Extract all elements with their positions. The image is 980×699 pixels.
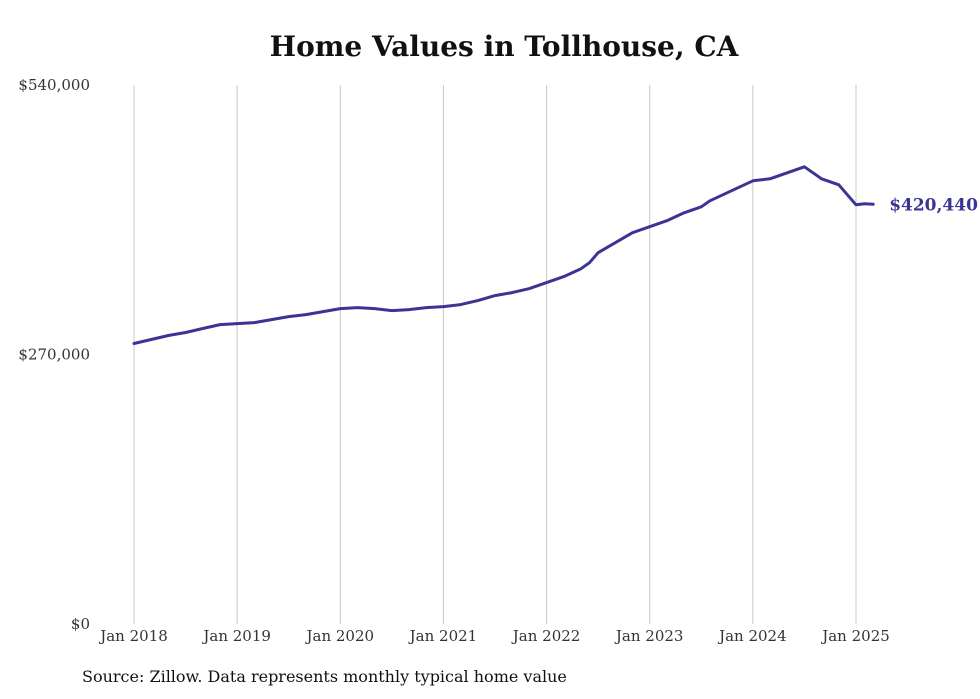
series-line [132,165,875,345]
source-note: Source: Zillow. Data represents monthly … [82,667,567,686]
x-tick-label: Jan 2025 [820,627,890,645]
chart-title: Home Values in Tollhouse, CA [269,30,739,63]
x-tick-label: Jan 2019 [201,627,271,645]
x-gridlines [133,85,857,624]
y-axis-tick-labels: $0 $270,000 $540,000 [18,76,90,633]
x-tick-label: Jan 2021 [408,627,478,645]
x-tick-label: Jan 2020 [305,627,375,645]
x-tick-label: Jan 2022 [511,627,581,645]
x-tick-label: Jan 2018 [98,627,168,645]
end-value-label: $420,440 [889,195,978,215]
x-tick-label: Jan 2024 [717,627,787,645]
x-tick-label: Jan 2023 [614,627,684,645]
series-layer: $420,440 [132,165,978,345]
y-tick-label: $270,000 [18,346,90,364]
y-tick-label: $0 [71,615,90,633]
y-tick-label: $540,000 [18,76,90,94]
x-axis-tick-labels: Jan 2018 Jan 2019 Jan 2020 Jan 2021 Jan 2022… [98,627,890,645]
